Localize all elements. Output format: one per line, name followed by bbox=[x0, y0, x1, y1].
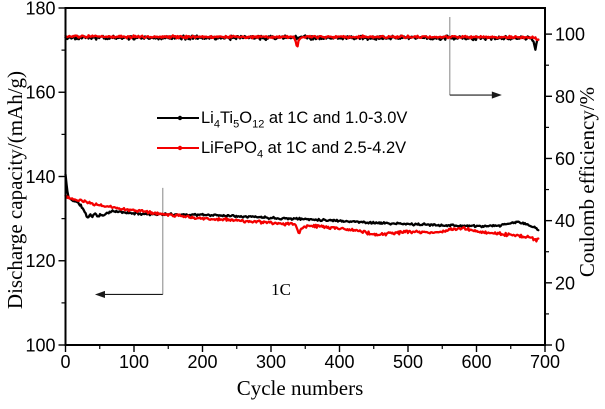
x-tick-label: 0 bbox=[60, 352, 70, 372]
x-tick-label: 400 bbox=[324, 352, 354, 372]
x-tick-label: 300 bbox=[256, 352, 286, 372]
y-right-tick-label: 0 bbox=[555, 335, 565, 355]
arrowhead-to-left-axis bbox=[94, 290, 105, 299]
y-left-tick-label: 120 bbox=[25, 251, 55, 271]
y-right-tick-label: 100 bbox=[555, 25, 585, 45]
legend-text-part: LiFePO bbox=[201, 139, 257, 157]
legend-text-part: O bbox=[239, 109, 253, 127]
y-right-tick-label: 20 bbox=[555, 273, 575, 293]
series-left-line bbox=[64, 194, 540, 243]
x-tick-label: 200 bbox=[187, 352, 217, 372]
arrowhead-to-right-axis bbox=[491, 91, 502, 99]
y-left-tick-label: 140 bbox=[25, 167, 55, 187]
series-left-line bbox=[64, 173, 540, 232]
x-tick-label: 600 bbox=[461, 352, 491, 372]
y-left-tick-label: 100 bbox=[25, 335, 55, 355]
y-right-tick-label: 60 bbox=[555, 149, 575, 169]
y-right-tick-label: 40 bbox=[555, 211, 575, 231]
x-axis-title: Cycle numbers bbox=[236, 376, 364, 400]
y-left-tick-label: 180 bbox=[25, 0, 55, 18]
legend-text-part: at 1C and 1.0-3.0V bbox=[264, 109, 408, 127]
legend-key-marker bbox=[177, 145, 183, 151]
legend-label-lto: Li4Ti5O12 at 1C and 1.0-3.0V bbox=[201, 109, 408, 131]
y-right-axis-title: Coulomb efficiency/% bbox=[575, 86, 599, 278]
legend-text-part: Li bbox=[201, 109, 214, 127]
legend-subscript: 4 bbox=[213, 118, 220, 131]
y-right-tick-label: 80 bbox=[555, 87, 575, 107]
legend-text-part: at 1C and 2.5-4.2V bbox=[263, 139, 407, 157]
legend-subscript: 5 bbox=[233, 118, 240, 131]
y-left-axis-title: Discharge capacity/(mAh/g) bbox=[3, 70, 27, 310]
y-left-tick-label: 160 bbox=[25, 83, 55, 103]
legend-key-marker bbox=[177, 115, 183, 121]
series-right-line bbox=[64, 34, 540, 48]
x-tick-label: 500 bbox=[393, 352, 423, 372]
x-tick-label: 700 bbox=[530, 352, 560, 372]
legend-subscript: 12 bbox=[252, 118, 265, 131]
rate-annotation: 1C bbox=[271, 280, 291, 299]
legend-text-part: Ti bbox=[219, 109, 234, 127]
plot-frame bbox=[64, 7, 546, 346]
legend-label-lfp: LiFePO4 at 1C and 2.5-4.2V bbox=[201, 139, 407, 161]
legend-subscript: 4 bbox=[256, 148, 264, 161]
x-tick-label: 100 bbox=[119, 352, 149, 372]
